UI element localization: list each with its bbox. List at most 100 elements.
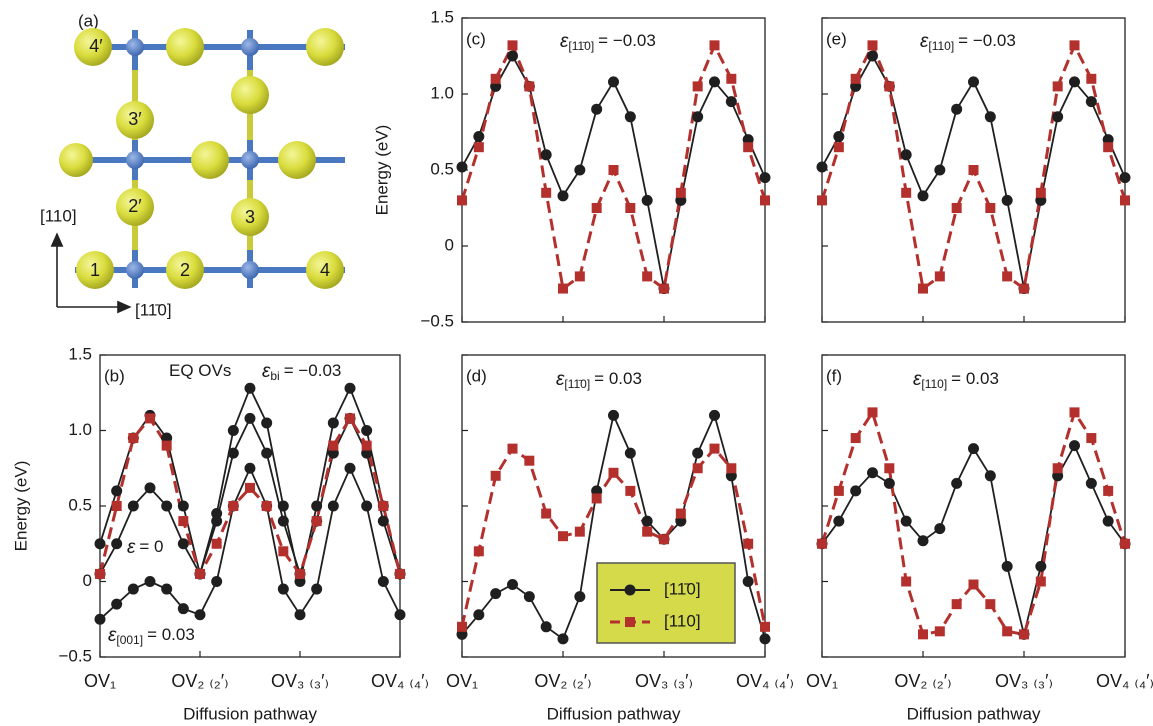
data-point bbox=[245, 483, 255, 493]
annotation-subscript: [110] bbox=[921, 377, 947, 391]
data-point bbox=[592, 203, 602, 213]
data-point bbox=[1019, 629, 1029, 639]
data-point bbox=[743, 576, 754, 587]
data-point bbox=[726, 463, 736, 473]
data-point bbox=[901, 577, 911, 587]
data-point bbox=[228, 501, 238, 511]
legend-marker bbox=[625, 617, 635, 627]
data-point bbox=[145, 413, 155, 423]
panel-label: (d) bbox=[466, 366, 487, 385]
data-point bbox=[968, 76, 979, 87]
data-point bbox=[328, 441, 338, 451]
data-point bbox=[128, 433, 138, 443]
panel-label: (e) bbox=[826, 29, 847, 48]
data-point bbox=[195, 569, 205, 579]
data-point bbox=[726, 74, 736, 84]
panel: −0.500.51.01.5OV₁OV₂ ₍₂′₎OV₃ ₍₃′₎OV₄ ₍₄′… bbox=[11, 344, 428, 723]
data-point bbox=[1120, 172, 1131, 183]
data-point bbox=[245, 413, 256, 424]
data-point bbox=[951, 478, 962, 489]
data-point bbox=[592, 493, 602, 503]
data-point bbox=[868, 40, 878, 50]
data-point bbox=[760, 195, 770, 205]
legend: [11̄0][110] bbox=[597, 563, 735, 643]
data-point bbox=[457, 195, 467, 205]
data-point bbox=[968, 443, 979, 454]
data-point bbox=[490, 588, 501, 599]
plot-frame bbox=[822, 355, 1125, 657]
data-point bbox=[111, 599, 122, 610]
data-point bbox=[558, 284, 568, 294]
x-tick-label: OV₁ bbox=[84, 671, 116, 691]
data-point bbox=[609, 165, 619, 175]
data-point bbox=[508, 40, 518, 50]
data-point bbox=[1052, 111, 1063, 122]
data-point bbox=[508, 444, 518, 454]
annotation-text: = −0.03 bbox=[958, 31, 1016, 50]
data-point bbox=[710, 40, 720, 50]
data-point bbox=[1019, 284, 1029, 294]
data-point bbox=[507, 579, 518, 590]
data-point bbox=[328, 417, 339, 428]
data-point bbox=[901, 516, 912, 527]
annotation-symbol: ε bbox=[127, 537, 136, 558]
data-point bbox=[692, 111, 703, 122]
data-point bbox=[709, 410, 720, 421]
x-tick-label: OV₂ ₍₂′₎ bbox=[171, 671, 228, 691]
structure-diagram: (a) 4′ 3′ 2′ 1 2 bbox=[40, 11, 345, 319]
data-point bbox=[1086, 478, 1097, 489]
data-point bbox=[558, 531, 568, 541]
data-point bbox=[918, 535, 929, 546]
data-point bbox=[1070, 40, 1080, 50]
data-point bbox=[541, 149, 552, 160]
data-point bbox=[743, 539, 753, 549]
data-point bbox=[884, 478, 895, 489]
data-point bbox=[245, 463, 256, 474]
panel-label: (a) bbox=[78, 11, 99, 30]
x-axis-title: Diffusion pathway bbox=[183, 704, 317, 723]
annotation-text: EQ OVs bbox=[169, 361, 231, 380]
data-point bbox=[161, 501, 172, 512]
y-tick-label: −0.5 bbox=[58, 646, 92, 665]
data-point bbox=[760, 622, 770, 632]
data-point bbox=[1086, 96, 1097, 107]
data-point bbox=[178, 538, 189, 549]
data-point bbox=[311, 584, 322, 595]
direction-label: [11̄0] bbox=[135, 300, 172, 319]
data-point bbox=[1002, 195, 1013, 206]
data-point bbox=[558, 633, 569, 644]
annotation-text: = 0.03 bbox=[147, 625, 195, 644]
data-point bbox=[985, 599, 995, 609]
panel-label: (f) bbox=[826, 366, 842, 385]
y-axis-title: Energy (eV) bbox=[372, 125, 391, 216]
annotation: ε[001]= 0.03 bbox=[108, 625, 195, 647]
data-point bbox=[1120, 195, 1130, 205]
y-axis-title: Energy (eV) bbox=[11, 461, 30, 552]
data-point bbox=[726, 96, 737, 107]
data-point bbox=[884, 463, 894, 473]
annotation: ε[110]= −0.03 bbox=[920, 31, 1016, 53]
data-point bbox=[378, 576, 389, 587]
data-point bbox=[760, 633, 771, 644]
data-point bbox=[659, 534, 669, 544]
data-point bbox=[1053, 463, 1063, 473]
page: {"structure": {"label": "(a)", "sites": … bbox=[0, 0, 1153, 726]
annotation: εbi= −0.03 bbox=[262, 361, 341, 383]
data-point bbox=[625, 448, 636, 459]
data-point bbox=[642, 527, 652, 537]
data-point bbox=[935, 271, 945, 281]
annotation-text: = 0.03 bbox=[951, 369, 999, 388]
data-point bbox=[918, 190, 929, 201]
data-point bbox=[558, 190, 569, 201]
data-point bbox=[395, 609, 406, 620]
data-point bbox=[642, 271, 652, 281]
data-point bbox=[1002, 271, 1012, 281]
data-point bbox=[295, 569, 305, 579]
legend-marker bbox=[625, 585, 636, 596]
site-label: 4 bbox=[320, 260, 330, 280]
data-point bbox=[1086, 74, 1096, 84]
data-point bbox=[574, 165, 585, 176]
data-point bbox=[345, 463, 356, 474]
figure: (a) 4′ 3′ 2′ 1 2 bbox=[0, 0, 1153, 726]
